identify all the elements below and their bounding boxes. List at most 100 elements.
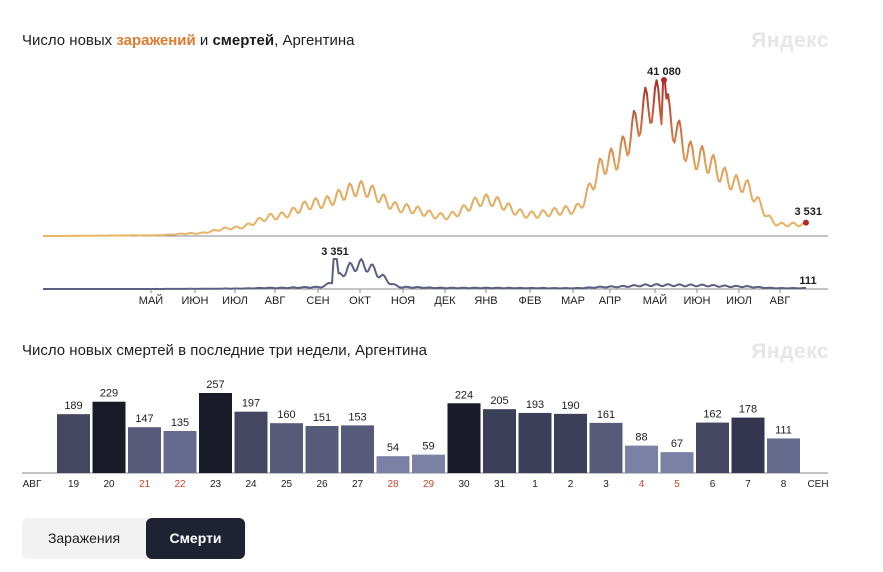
deaths-last-label: 111 — [799, 275, 816, 287]
chart1-title-middle: и — [195, 32, 213, 49]
bar-value-label: 111 — [775, 424, 792, 436]
bar-day-label: 19 — [68, 479, 80, 490]
bar-day-label: 7 — [745, 479, 751, 490]
bar — [589, 422, 623, 473]
bar — [660, 452, 694, 473]
bar-day-label: 3 — [603, 479, 609, 490]
month-label: НОЯ — [391, 295, 415, 307]
bar — [447, 403, 481, 473]
chart1-title: Число новых заражений и смертей, Аргенти… — [22, 32, 354, 49]
month-label: СЕН — [306, 295, 329, 307]
bar — [376, 456, 410, 473]
bar-day-label: 24 — [245, 479, 257, 490]
bar — [696, 422, 729, 473]
cases-last-dot — [803, 219, 809, 226]
bar-value-label: 197 — [242, 398, 260, 410]
bar — [57, 414, 90, 473]
bar-day-label: 20 — [103, 479, 115, 490]
bar-value-label: 59 — [422, 441, 434, 453]
month-label: ИЮН — [182, 295, 209, 307]
bar-day-label: 21 — [139, 479, 151, 490]
cases-last-label: 3 531 — [794, 206, 822, 218]
month-label: АВГ — [770, 295, 791, 307]
bar-day-label: 28 — [387, 479, 399, 490]
tab-deaths[interactable]: Смерти — [146, 518, 245, 559]
bar-value-label: 135 — [171, 417, 189, 429]
bar — [92, 401, 126, 473]
bar-day-label: 30 — [458, 479, 470, 490]
bar — [163, 430, 197, 473]
chart1-title-suffix: , Аргентина — [274, 32, 355, 49]
cases-deaths-line-chart: МАЙ ИЮН ИЮЛ АВГ СЕН ОКТ НОЯ ДЕК ЯНВ ФЕВ МАР АПР МАЙ И… — [43, 66, 828, 307]
month-label: ОКТ — [349, 295, 371, 307]
chart2-title: Число новых смертей в последние три неде… — [22, 342, 428, 359]
month-label: АПР — [599, 295, 621, 307]
bar — [731, 417, 765, 473]
month-label: ИЮН — [684, 295, 711, 307]
month-label: МАЙ — [139, 294, 163, 307]
chart1-title-prefix: Число новых — [22, 32, 117, 49]
bar-value-label: 257 — [206, 379, 224, 391]
bar — [412, 454, 445, 473]
month-label: ЯНВ — [474, 295, 497, 307]
bar-day-label: 27 — [352, 479, 364, 490]
month-label: АВГ — [265, 295, 286, 307]
deaths-series-line — [43, 258, 806, 290]
yandex-logo-2: Яндекс — [751, 340, 829, 363]
bar-value-label: 224 — [455, 389, 473, 401]
bar-value-label: 190 — [561, 400, 579, 412]
bar-day-label: 1 — [532, 479, 538, 490]
bar-day-label: 6 — [710, 479, 716, 490]
bar — [554, 413, 587, 473]
bar-day-label: 4 — [639, 479, 645, 490]
tab-infections[interactable]: Заражения — [47, 530, 121, 546]
cases-series-line — [43, 79, 806, 237]
bar — [199, 392, 232, 473]
bar-day-label: 5 — [674, 479, 680, 490]
bar-day-label: 25 — [281, 479, 293, 490]
bar — [341, 425, 374, 473]
bar-day-label: 29 — [423, 479, 435, 490]
bar — [270, 423, 303, 473]
bar-value-label: 193 — [526, 399, 544, 411]
bar-day-label: 31 — [494, 479, 506, 490]
month-label: ФЕВ — [518, 295, 541, 307]
bar-day-label: 22 — [174, 479, 186, 490]
chart1-title-infections: заражений — [116, 32, 196, 49]
bar-value-label: 178 — [739, 404, 757, 416]
cases-peak-dot — [661, 77, 667, 83]
bar — [483, 409, 516, 473]
month-label: МАР — [561, 295, 585, 307]
month-label: ИЮЛ — [222, 295, 248, 307]
bar — [128, 427, 161, 473]
bar-value-label: 54 — [387, 442, 399, 454]
bar-value-label: 205 — [490, 395, 508, 407]
bar — [518, 412, 552, 473]
month-end-label: СЕН — [807, 479, 828, 490]
bar-value-label: 153 — [348, 411, 366, 423]
month-start-label: АВГ — [23, 479, 42, 490]
bar — [234, 411, 268, 473]
cases-peak-label: 41 080 — [647, 66, 681, 78]
deaths-bar-chart: 1891922920147211352225723197241602515126… — [22, 379, 829, 490]
bar-value-label: 161 — [597, 409, 615, 421]
bar-value-label: 162 — [703, 409, 721, 421]
chart1-title-deaths: смертей — [212, 32, 275, 49]
month-label: МАЙ — [643, 294, 667, 307]
bar-value-label: 151 — [313, 412, 331, 424]
bar-value-label: 147 — [135, 413, 153, 425]
deaths-peak-label: 3 351 — [321, 246, 349, 258]
bar-day-label: 23 — [210, 479, 222, 490]
month-label: ДЕК — [434, 295, 456, 307]
bar-day-label: 26 — [316, 479, 328, 490]
bar-value-label: 160 — [277, 409, 295, 421]
month-label: ИЮЛ — [726, 295, 752, 307]
bar-value-label: 67 — [671, 438, 683, 450]
bar — [625, 445, 658, 473]
bar-value-label: 229 — [100, 388, 118, 400]
bar-value-label: 189 — [64, 400, 82, 412]
bar-value-label: 88 — [635, 432, 647, 444]
tab-switcher: Заражения Смерти — [22, 518, 246, 559]
bar-day-label: 8 — [781, 479, 787, 490]
